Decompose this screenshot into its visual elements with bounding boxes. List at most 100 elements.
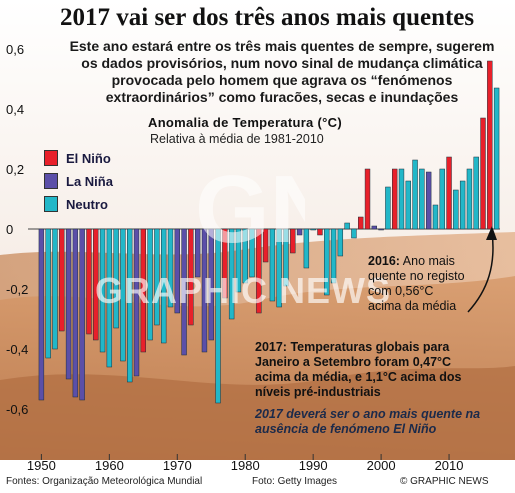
legend-label: Neutro — [66, 196, 108, 212]
bar-1985 — [276, 228, 282, 308]
x-tick-label: 1960 — [95, 458, 124, 473]
bar-1969 — [167, 228, 174, 308]
bar-1956 — [79, 228, 85, 401]
bar-1955 — [72, 228, 79, 398]
neutro-swatch — [44, 196, 58, 212]
bar-1990 — [310, 228, 316, 231]
bar-1951 — [45, 228, 51, 359]
bar-2013 — [466, 168, 473, 230]
el-nino-swatch — [44, 150, 58, 166]
bar-1976 — [215, 228, 221, 404]
front-dunes — [0, 366, 515, 460]
bar-2009 — [439, 168, 445, 230]
bar-1975 — [208, 228, 214, 341]
bar-1995 — [344, 222, 350, 230]
bar-1959 — [99, 228, 106, 353]
bar-2002 — [392, 168, 398, 230]
watermark-logo-text: GN — [195, 156, 305, 260]
footer-source: Fontes: Organização Meteorológica Mundia… — [6, 476, 203, 487]
bar-1952 — [52, 228, 58, 350]
y-tick-label: 0,2 — [6, 162, 24, 177]
x-tick-label: 1990 — [299, 458, 328, 473]
bar-2014 — [473, 156, 479, 230]
bar-1989 — [303, 228, 310, 269]
bar-2007 — [425, 171, 432, 230]
bar-2011 — [453, 189, 459, 230]
note-2016: 2016: Ano mais quente no registo com 0,5… — [368, 254, 468, 314]
bar-1994 — [337, 228, 344, 257]
y-tick-label: 0 — [6, 222, 13, 237]
note-2016-year: 2016: — [368, 254, 400, 268]
legend-label: El Niño — [66, 150, 111, 166]
legend-item-la-nina: La Niña — [44, 173, 113, 189]
bar-1973 — [194, 228, 201, 278]
arrowhead-2016 — [486, 226, 497, 240]
page-title: 2017 vai ser dos três anos mais quentes — [60, 4, 475, 31]
x-tick-label: 2000 — [367, 458, 396, 473]
bar-2016 — [487, 60, 493, 230]
bar-1987 — [290, 228, 296, 254]
bar-1958 — [93, 228, 99, 341]
bar-2017 — [493, 87, 500, 230]
bar-1962 — [120, 228, 126, 362]
bar-1961 — [113, 228, 119, 329]
bar-1993 — [330, 228, 337, 284]
la-nina-swatch — [44, 173, 58, 189]
bar-1992 — [324, 228, 330, 296]
note-2017-italic: 2017 deverá ser o ano mais quente na aus… — [255, 407, 481, 436]
bar-1979 — [235, 228, 242, 293]
legend-item-el-nino: El Niño — [44, 150, 111, 166]
bar-2012 — [459, 180, 466, 230]
bar-1984 — [269, 228, 276, 302]
legend-title: Anomalia de Temperatura (°C) — [148, 115, 342, 130]
bar-1953 — [59, 228, 65, 332]
bar-2001 — [385, 186, 391, 230]
bar-1971 — [181, 228, 187, 356]
bar-1978 — [228, 228, 235, 320]
y-tick-label: -0,6 — [6, 402, 28, 417]
legend-subtitle: Relativa à média de 1981-2010 — [150, 132, 324, 146]
bar-1950 — [38, 228, 45, 401]
y-tick-label: -0,2 — [6, 282, 28, 297]
y-tick-label: 0,6 — [6, 42, 24, 57]
bar-2000 — [378, 228, 384, 231]
footer-photo: Foto: Getty Images — [252, 476, 338, 487]
note-2017: 2017: Temperaturas globais para Janeiro … — [255, 340, 462, 399]
bar-1986 — [283, 228, 289, 287]
legend-item-neutro: Neutro — [44, 196, 108, 212]
bar-1988 — [296, 228, 303, 236]
bar-1996 — [351, 228, 357, 239]
bar-1964 — [133, 228, 140, 377]
bar-1991 — [317, 228, 323, 236]
bar-1963 — [127, 228, 133, 383]
bar-2010 — [446, 156, 452, 230]
bar-2006 — [419, 168, 425, 230]
bar-2004 — [405, 180, 411, 230]
bar-1998 — [364, 168, 371, 230]
arrow-2016 — [467, 231, 494, 313]
note-2016-text: Ano mais quente no registo com 0,56°C ac… — [368, 254, 465, 313]
bar-1974 — [201, 228, 208, 353]
x-tick-label: 1980 — [231, 458, 260, 473]
bar-1983 — [262, 228, 269, 263]
y-tick-label: 0,4 — [6, 102, 24, 117]
x-tick-label: 1970 — [163, 458, 192, 473]
bar-1966 — [147, 228, 153, 341]
bar-1972 — [188, 228, 194, 326]
bar-1967 — [154, 228, 160, 326]
bar-1981 — [249, 228, 255, 278]
legend-label: La Niña — [66, 173, 113, 189]
bar-1968 — [161, 228, 167, 344]
bar-1980 — [242, 228, 248, 284]
bar-1965 — [140, 228, 147, 353]
bar-2008 — [432, 204, 439, 230]
footer-band — [0, 460, 515, 493]
bar-1997 — [358, 216, 364, 230]
x-tick-label: 2010 — [435, 458, 464, 473]
bar-1957 — [86, 228, 92, 335]
bar-1982 — [256, 228, 262, 314]
y-tick-label: -0,4 — [6, 342, 28, 357]
bar-1954 — [65, 228, 72, 380]
